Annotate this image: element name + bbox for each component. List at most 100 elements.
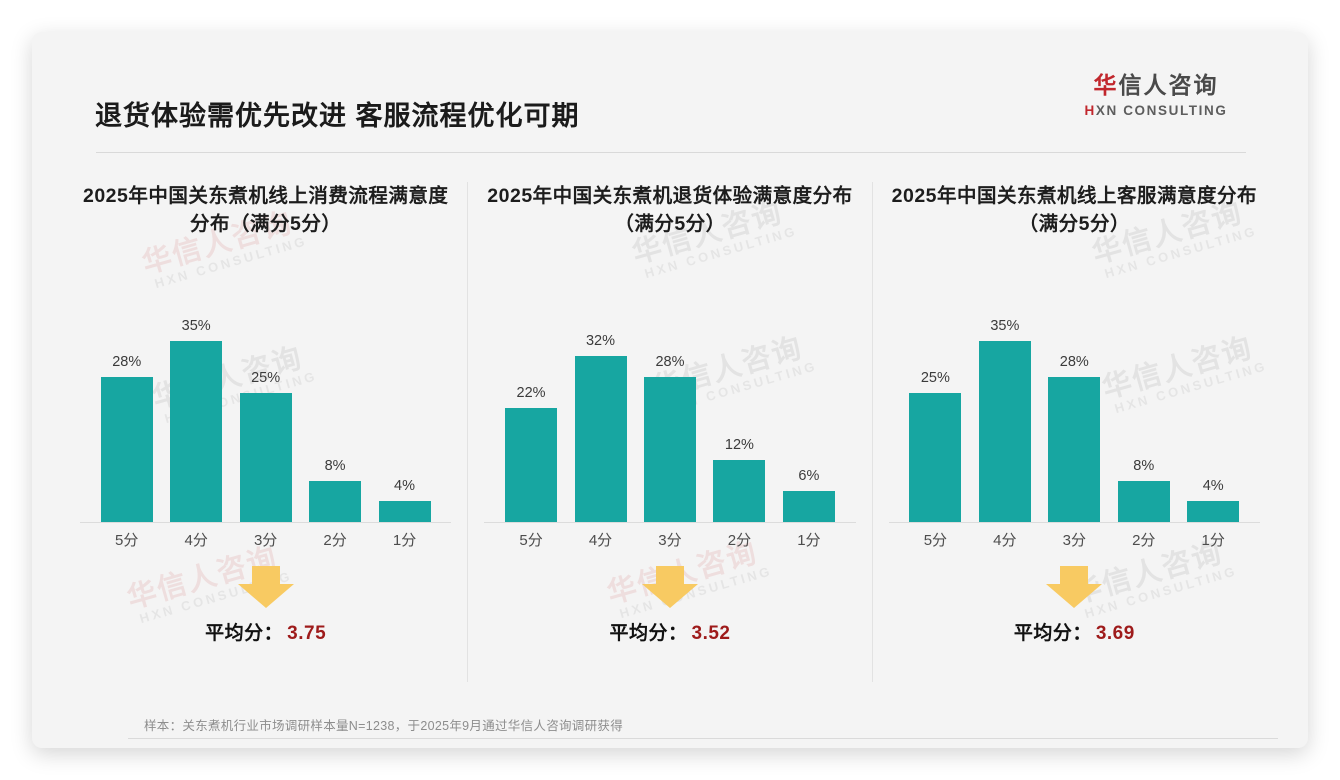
slide-canvas: 华信人咨询 HXN CONSULTING 华信人咨询 HXN CONSULTIN…: [32, 32, 1308, 748]
x-tick-label: 3分: [253, 532, 278, 549]
bar-value-label: 8%: [324, 458, 346, 474]
bar[interactable]: [782, 491, 835, 522]
x-tick-label: 5分: [923, 532, 948, 549]
bar-value-label: 25%: [251, 370, 281, 386]
x-axis-line: [484, 522, 856, 523]
average-block: 平均分： 3.69: [887, 560, 1262, 670]
bar-slot: 6%: [778, 286, 841, 522]
bar[interactable]: [574, 356, 627, 522]
bar[interactable]: [713, 460, 766, 522]
bar-slot: 28%: [95, 286, 158, 522]
chart-panel: 2025年中国关东煮机线上消费流程满意度分布（满分5分） 28% 35% 25%: [64, 182, 467, 682]
bar-value-label: 4%: [1202, 478, 1224, 494]
charts-row: 2025年中国关东煮机线上消费流程满意度分布（满分5分） 28% 35% 25%: [64, 182, 1276, 682]
bar-value-label: 8%: [1133, 458, 1155, 474]
bar-group: 22% 32% 28% 12%: [496, 286, 843, 522]
bar[interactable]: [909, 393, 962, 522]
x-tick-label: 5分: [519, 532, 543, 549]
logo-chinese: 华信人咨询: [1066, 66, 1246, 100]
bar-group: 25% 35% 28% 8%: [901, 286, 1248, 522]
bar-slot: 4%: [373, 286, 436, 522]
x-tick-label: 3分: [1062, 532, 1086, 549]
bar-value-label: 28%: [1059, 354, 1089, 370]
logo-english-rest: XN CONSULTING: [1095, 103, 1228, 118]
bar[interactable]: [1117, 481, 1170, 522]
average-score: 平均分： 3.52: [609, 618, 730, 645]
bar[interactable]: [643, 377, 696, 522]
bar-chart: 25% 35% 28% 8%: [887, 286, 1262, 549]
average-label: 平均分：: [1013, 623, 1092, 644]
bar-value-label: 28%: [655, 354, 685, 370]
slide-footer: ©2025.11 HXR华信人咨询 www.hxrcon.com: [32, 744, 1308, 748]
down-arrow-icon: [237, 566, 294, 608]
bar-slot: 4%: [1182, 286, 1245, 522]
x-tick-label: 1分: [1201, 532, 1225, 549]
x-axis-line: [80, 522, 452, 523]
bar-value-label: 22%: [516, 385, 546, 401]
average-value: 3.75: [287, 623, 327, 644]
slide-header: 退货体验需优先改进 客服流程优化可期 华信人咨询 HXN CONSULTING: [32, 32, 1308, 131]
chart-panel: 2025年中国关东煮机线上客服满意度分布（满分5分） 25% 35% 28%: [871, 182, 1276, 682]
x-tick-label: 4分: [184, 532, 208, 549]
footer-divider: [128, 738, 1278, 739]
bar-slot: 25%: [904, 286, 967, 522]
bar-chart: 22% 32% 28% 12%: [482, 286, 857, 549]
chart-title: 2025年中国关东煮机退货体验满意度分布（满分5分）: [487, 185, 853, 236]
average-label: 平均分：: [609, 623, 688, 644]
average-score: 平均分： 3.69: [1014, 618, 1135, 645]
average-value: 3.69: [1095, 623, 1135, 644]
bar-value-label: 25%: [920, 370, 950, 386]
bar-slot: 8%: [304, 286, 367, 522]
chart-panel: 2025年中国关东煮机退货体验满意度分布（满分5分） 22% 32% 28%: [467, 182, 871, 682]
x-axis-labels: 5分 4分 3分 2分 1分: [496, 529, 843, 550]
x-tick-label: 1分: [392, 532, 417, 549]
logo-english: HXN CONSULTING: [1066, 103, 1246, 118]
bar-value-label: 35%: [181, 318, 211, 334]
bar[interactable]: [100, 377, 153, 522]
bar-chart: 28% 35% 25% 8%: [78, 286, 453, 549]
chart-title: 2025年中国关东煮机线上消费流程满意度分布（满分5分）: [82, 185, 449, 236]
bar-slot: 28%: [639, 286, 702, 522]
x-axis-labels: 5分 4分 3分 2分 1分: [92, 529, 439, 550]
x-axis-line: [888, 522, 1260, 523]
bar-value-label: 32%: [585, 333, 616, 349]
average-score: 平均分： 3.75: [205, 618, 326, 645]
bar-slot: 35%: [974, 286, 1037, 522]
x-tick-label: 2分: [727, 532, 752, 549]
x-tick-label: 5分: [115, 532, 139, 549]
page-title: 退货体验需优先改进 客服流程优化可期: [95, 101, 580, 131]
average-label: 平均分：: [205, 623, 284, 644]
bar-slot: 25%: [234, 286, 297, 522]
chart-title: 2025年中国关东煮机线上客服满意度分布（满分5分）: [891, 185, 1258, 236]
header-divider: [96, 152, 1246, 153]
x-tick-label: 2分: [1132, 532, 1156, 549]
company-logo: 华信人咨询 HXN CONSULTING: [1066, 66, 1246, 118]
bar-slot: 22%: [500, 286, 563, 522]
average-block: 平均分： 3.52: [482, 560, 857, 670]
x-tick-label: 1分: [797, 532, 821, 549]
bar-group: 28% 35% 25% 8%: [92, 286, 439, 522]
bar-value-label: 28%: [112, 354, 142, 370]
x-tick-label: 2分: [323, 532, 347, 549]
bar[interactable]: [309, 481, 362, 522]
bar-value-label: 12%: [724, 437, 754, 453]
bar[interactable]: [170, 341, 223, 522]
bar[interactable]: [239, 393, 292, 522]
x-tick-label: 4分: [993, 532, 1017, 549]
bar-slot: 28%: [1043, 286, 1106, 522]
bar[interactable]: [1187, 501, 1240, 522]
bar[interactable]: [1048, 377, 1101, 522]
logo-chinese-red: 华: [1093, 72, 1119, 98]
down-arrow-icon: [641, 566, 698, 608]
bar[interactable]: [378, 501, 431, 522]
source-footnote: 样本：关东煮机行业市场调研样本量N=1238，于2025年9月通过华信人咨询调研…: [144, 719, 623, 733]
bar-slot: 35%: [165, 286, 228, 522]
bar[interactable]: [978, 341, 1031, 522]
bar-value-label: 4%: [394, 478, 416, 494]
x-tick-label: 3分: [658, 532, 682, 549]
logo-english-red: H: [1084, 103, 1096, 118]
bar-slot: 8%: [1112, 286, 1175, 522]
x-tick-label: 4分: [588, 532, 613, 549]
bar[interactable]: [505, 408, 558, 522]
bar-value-label: 35%: [990, 318, 1020, 334]
